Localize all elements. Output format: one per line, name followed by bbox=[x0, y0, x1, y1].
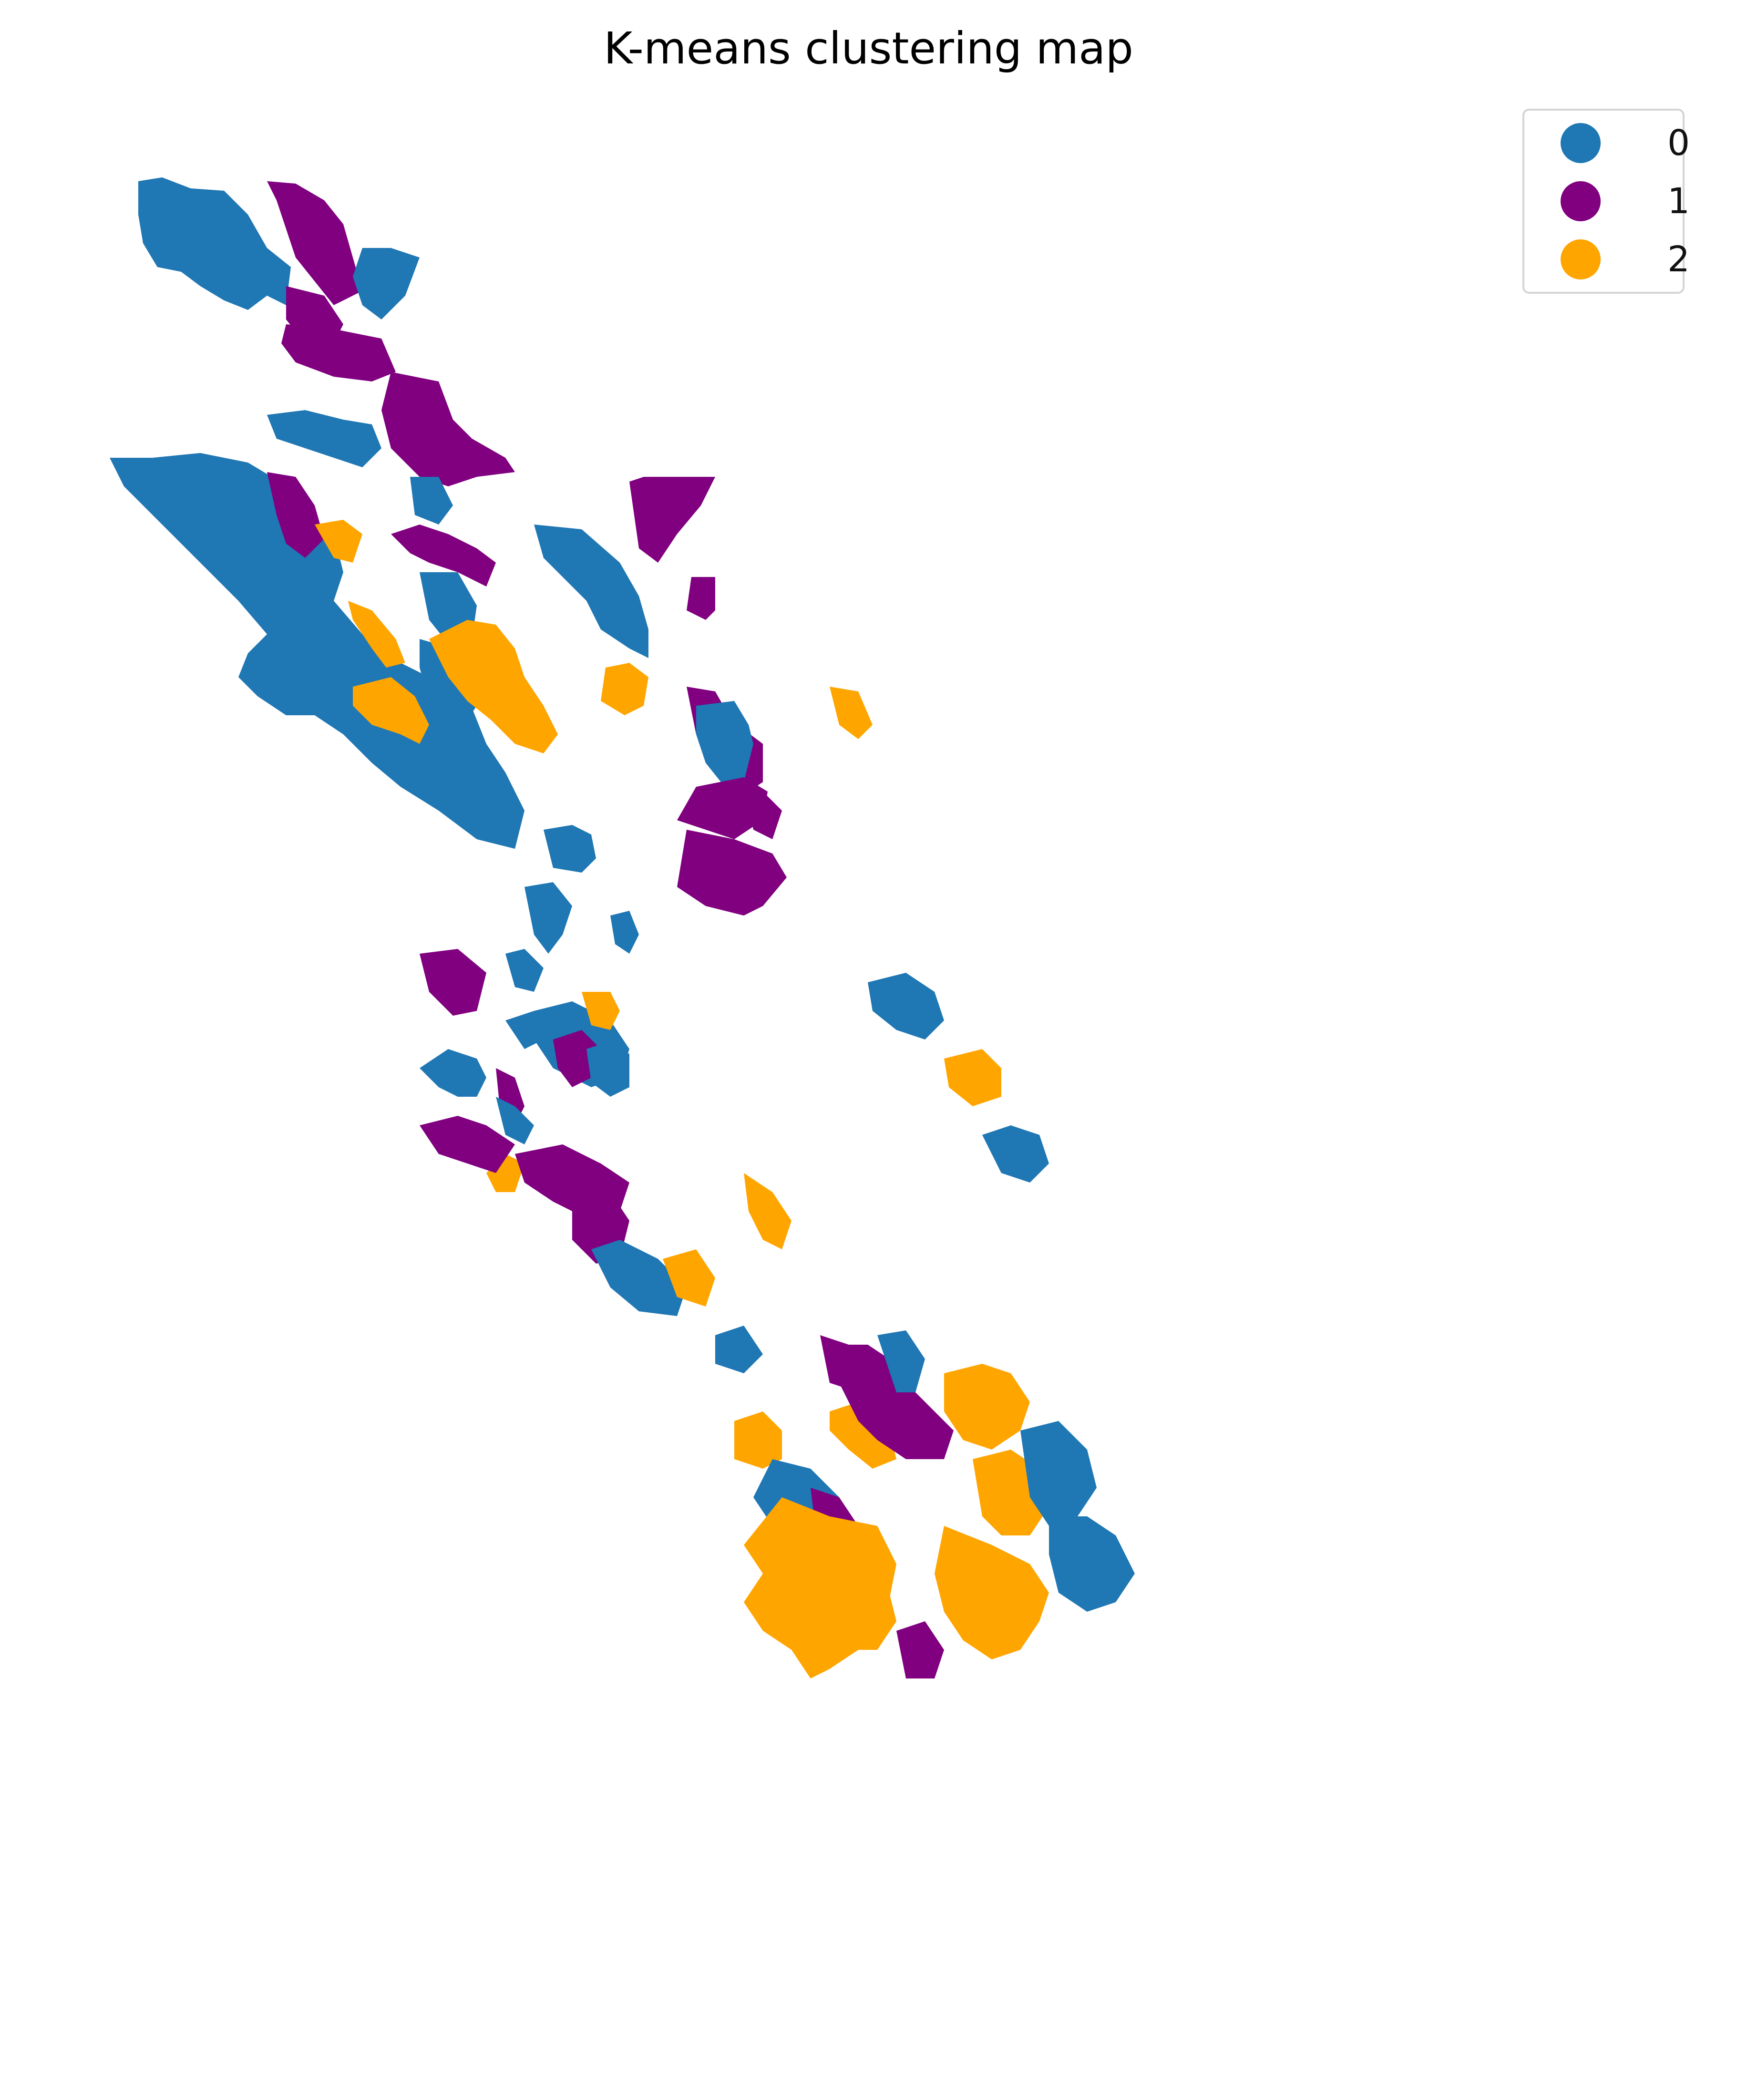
map-region-cluster-0 bbox=[420, 639, 477, 734]
map-region-cluster-0 bbox=[401, 744, 477, 801]
map-region-cluster-1 bbox=[677, 830, 787, 916]
map-region-cluster-0 bbox=[420, 1049, 486, 1097]
map-region-cluster-1 bbox=[896, 1621, 944, 1678]
legend-marker-1 bbox=[1561, 181, 1601, 221]
legend-label-0: 0 bbox=[1667, 123, 1690, 164]
map-region-cluster-0 bbox=[715, 1326, 763, 1373]
map-region-cluster-0 bbox=[505, 1011, 544, 1049]
map-region-cluster-0 bbox=[868, 973, 944, 1040]
map-region-cluster-0 bbox=[353, 248, 420, 319]
map-region-cluster-1 bbox=[281, 324, 396, 381]
map-region-cluster-1 bbox=[744, 782, 782, 839]
map-region-cluster-0 bbox=[586, 1044, 629, 1097]
map-region-cluster-0 bbox=[110, 453, 524, 849]
map-region-cluster-1 bbox=[420, 1116, 515, 1173]
map-region-cluster-0 bbox=[591, 1240, 687, 1316]
map-region-cluster-2 bbox=[935, 1526, 1049, 1659]
map-region-cluster-0 bbox=[982, 1125, 1049, 1183]
map-region-cluster-1 bbox=[839, 1373, 954, 1459]
map-region-cluster-0 bbox=[410, 477, 453, 525]
map-region-cluster-2 bbox=[663, 1249, 715, 1307]
map-region-cluster-2 bbox=[830, 687, 873, 739]
map-region-cluster-2 bbox=[582, 992, 620, 1030]
map-region-cluster-1 bbox=[267, 181, 362, 305]
map-region-cluster-2 bbox=[348, 601, 405, 668]
map-region-cluster-0 bbox=[267, 410, 381, 467]
map-region-cluster-0 bbox=[524, 882, 572, 954]
map-region-cluster-0 bbox=[534, 525, 648, 658]
legend-entry-2: 2 bbox=[1548, 236, 1690, 288]
map-region-cluster-0 bbox=[477, 763, 515, 820]
map-region-cluster-0 bbox=[544, 825, 596, 873]
map-region-cluster-0 bbox=[1020, 1421, 1097, 1526]
map-region-cluster-2 bbox=[601, 663, 648, 715]
map-region-cluster-1 bbox=[687, 577, 715, 620]
map-region-cluster-1 bbox=[677, 777, 768, 839]
map-region-cluster-0 bbox=[496, 1097, 534, 1144]
map-region-cluster-1 bbox=[267, 472, 324, 558]
legend-entry-0: 0 bbox=[1548, 119, 1690, 172]
map-region-cluster-2 bbox=[820, 1554, 896, 1650]
map-region-cluster-0 bbox=[610, 911, 639, 954]
map-region-cluster-0 bbox=[138, 177, 291, 310]
map-region-cluster-1 bbox=[553, 1030, 601, 1087]
map-title: K-means clustering map bbox=[604, 23, 1133, 74]
legend-label-2: 2 bbox=[1667, 239, 1690, 280]
map-region-cluster-0 bbox=[696, 701, 753, 787]
map-region-cluster-1 bbox=[381, 372, 515, 486]
map-region-cluster-2 bbox=[944, 1049, 1001, 1106]
map-regions bbox=[110, 177, 1135, 1678]
map-region-cluster-1 bbox=[820, 1335, 868, 1392]
map-region-cluster-2 bbox=[429, 620, 558, 753]
map-region-cluster-2 bbox=[944, 1364, 1030, 1450]
legend-marker-0 bbox=[1561, 123, 1601, 163]
legend-marker-2 bbox=[1561, 239, 1601, 279]
map-region-cluster-2 bbox=[734, 1411, 782, 1469]
legend-label-1: 1 bbox=[1667, 181, 1690, 222]
map-region-cluster-1 bbox=[391, 525, 496, 587]
legend-entry-1: 1 bbox=[1548, 177, 1690, 230]
map-region-cluster-1 bbox=[420, 949, 486, 1016]
map-region-cluster-2 bbox=[315, 520, 362, 563]
map-region-cluster-0 bbox=[1049, 1516, 1135, 1612]
map-region-cluster-0 bbox=[877, 1330, 925, 1392]
map-region-cluster-0 bbox=[505, 949, 544, 992]
map-region-cluster-2 bbox=[744, 1173, 791, 1249]
map-region-cluster-1 bbox=[629, 477, 715, 563]
legend: 0 1 2 bbox=[1522, 109, 1690, 294]
map-region-cluster-2 bbox=[353, 677, 429, 744]
